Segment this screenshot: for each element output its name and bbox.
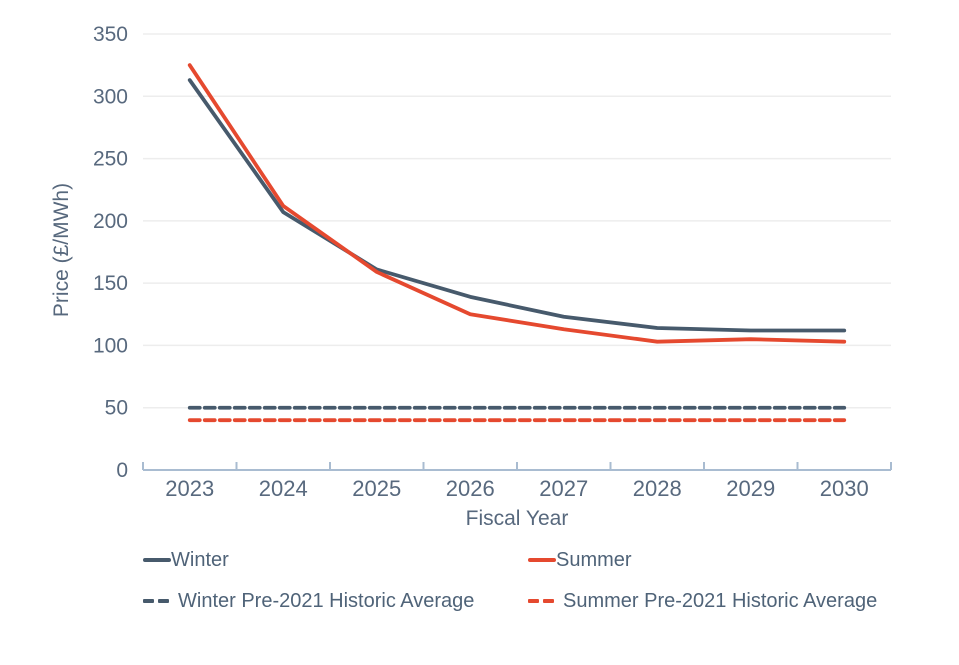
y-tick-label-200: 200 — [93, 210, 128, 233]
y-axis-title: Price (£/MWh) — [50, 182, 73, 318]
x-axis-title: Fiscal Year — [465, 507, 569, 530]
series-line-winter — [187, 78, 847, 333]
y-tick-label-0: 0 — [116, 459, 128, 482]
x-tick-label-2026: 2026 — [446, 476, 495, 501]
y-tick-label-50: 50 — [105, 397, 128, 420]
plot-area: 0 50 100 150 200 250 300 350 2023 2024 2025 2026 202… — [93, 23, 892, 501]
x-tick-label-2028: 2028 — [633, 476, 682, 501]
legend-item-winter-pre-2021-historic-average: Winter Pre-2021 Historic Average — [143, 589, 474, 613]
legend-label-winter: Winter — [171, 548, 229, 571]
legend-label-winter-average: Winter Pre-2021 Historic Average — [178, 589, 475, 612]
legend-swatch-winter — [143, 558, 171, 562]
legend-swatch-winter-average — [143, 599, 169, 603]
legend-label-summer-average: Summer Pre-2021 Historic Average — [563, 589, 878, 612]
legend-item-summer-pre-2021-historic-average: Summer Pre-2021 Historic Average — [528, 589, 877, 613]
y-tick-label-250: 250 — [93, 148, 128, 171]
legend-item-summer: Summer — [528, 548, 632, 572]
x-tick-label-2027: 2027 — [539, 476, 588, 501]
y-tick-label-150: 150 — [93, 272, 128, 295]
y-tick-label-350: 350 — [93, 23, 128, 46]
legend-label-summer: Summer — [556, 548, 632, 571]
x-tick-label-2029: 2029 — [726, 476, 775, 501]
x-tick-label-2030: 2030 — [820, 476, 869, 501]
legend-swatch-summer — [528, 558, 556, 562]
x-tick-label-2023: 2023 — [165, 476, 214, 501]
legend-item-winter: Winter — [143, 548, 229, 572]
x-tick-label-2025: 2025 — [352, 476, 401, 501]
y-tick-label-100: 100 — [93, 334, 128, 357]
y-tick-label-300: 300 — [93, 85, 128, 108]
legend-swatch-summer-average — [528, 599, 554, 603]
series-line-summer — [187, 63, 847, 344]
x-tick-label-2024: 2024 — [259, 476, 308, 501]
